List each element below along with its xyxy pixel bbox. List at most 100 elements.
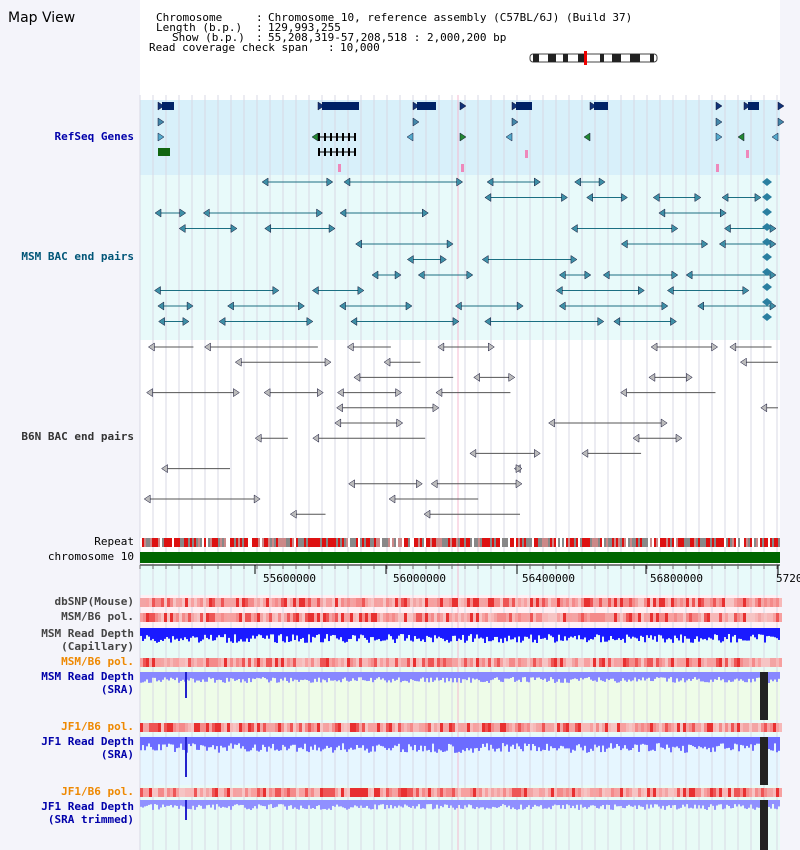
msm-b6-pol-heat-strip	[527, 658, 530, 667]
jf1-b6-pol-heat-strip	[248, 723, 251, 732]
msm-sra-depth-bar	[198, 672, 200, 681]
jf1-b6-pol-heat-strip	[329, 788, 332, 797]
track-label-refseq-genes[interactable]: RefSeq Genes	[54, 130, 134, 143]
msm-sra-depth-bar	[448, 672, 450, 682]
msm-b6-pol-heat-strip	[524, 658, 527, 667]
msm-capillary-depth-bar	[744, 628, 746, 641]
track-label-msm-depth-capillary[interactable]: MSM Read Depth	[41, 627, 134, 640]
jf1-trim-depth-bar	[580, 800, 582, 805]
msm-capillary-depth-bar	[158, 628, 160, 642]
repeat-segment	[344, 538, 346, 547]
jf1-sra-depth-bar	[246, 737, 248, 752]
jf1-trim-depth-bar	[532, 800, 534, 807]
track-label-msm-b6-pol-1[interactable]: MSM/B6 pol.	[61, 610, 134, 623]
track-label-jf1-b6-pol-2[interactable]: JF1/B6 pol.	[61, 785, 134, 798]
jf1-trim-depth-bar	[340, 800, 342, 807]
jf1-trim-depth-bar	[708, 800, 710, 808]
track-label-msm-depth-sra-sub: (SRA)	[100, 683, 134, 696]
track-label-msm-bac[interactable]: MSM BAC end pairs	[21, 250, 134, 263]
ideogram-band	[600, 54, 604, 62]
repeat-segment	[234, 538, 236, 547]
dbsnp-heat-strip	[398, 598, 401, 607]
repeat-segment	[640, 538, 642, 547]
jf1-sra-depth-bar	[646, 737, 648, 745]
ideogram-band	[612, 54, 621, 62]
dbsnp-heat-strip	[422, 598, 425, 607]
jf1-sra-depth-bar	[388, 737, 390, 749]
jf1-sra-depth-bar	[154, 737, 156, 751]
msm-b6-pol-heat-strip	[683, 658, 686, 667]
track-label-jf1-depth-trim[interactable]: JF1 Read Depth	[41, 800, 134, 813]
msm-b6-pol-heat-strip	[545, 658, 548, 667]
msm-sra-depth-bar	[574, 672, 576, 679]
track-label-dbsnp[interactable]: dbSNP(Mouse)	[54, 595, 134, 608]
dbsnp-heat-strip	[338, 598, 341, 607]
msm-sra-depth-bar	[640, 672, 642, 681]
msm-b6-pol-heat-strip	[269, 613, 272, 622]
repeat-segment	[212, 538, 214, 547]
jf1-b6-pol-heat-strip	[656, 788, 659, 797]
msm-capillary-depth-bar	[336, 628, 338, 639]
msm-sra-depth-bar	[484, 672, 486, 682]
msm-capillary-depth-bar	[370, 628, 372, 638]
repeat-segment	[654, 538, 656, 547]
jf1-b6-pol-heat-strip	[581, 723, 584, 732]
dbsnp-heat-strip	[350, 598, 353, 607]
jf1-b6-pol-heat-strip	[578, 723, 581, 732]
msm-b6-pol-heat-strip	[305, 613, 308, 622]
dbsnp-heat-strip	[254, 598, 257, 607]
repeat-segment	[216, 538, 218, 547]
dbsnp-heat-strip	[143, 598, 146, 607]
msm-capillary-depth-bar	[664, 628, 666, 643]
jf1-b6-pol-heat-strip	[161, 723, 164, 732]
msm-capillary-depth-bar	[318, 628, 320, 635]
repeat-segment	[142, 538, 144, 547]
msm-capillary-depth-bar	[436, 628, 438, 639]
refseq-exon	[336, 148, 338, 156]
track-label-msm-depth-sra[interactable]: MSM Read Depth	[41, 670, 134, 683]
dbsnp-heat-strip	[497, 598, 500, 607]
jf1-sra-depth-bar	[746, 737, 748, 746]
repeat-segment	[208, 538, 210, 547]
msm-sra-depth-bar	[324, 672, 326, 681]
jf1-b6-pol-heat-strip	[647, 723, 650, 732]
track-label-jf1-b6-pol-1[interactable]: JF1/B6 pol.	[61, 720, 134, 733]
track-label-b6n-bac[interactable]: B6N BAC end pairs	[21, 430, 134, 443]
repeat-segment	[284, 538, 286, 547]
repeat-segment	[238, 538, 240, 547]
repeat-segment	[360, 538, 362, 547]
msm-sra-depth-bar	[402, 672, 404, 682]
repeat-segment	[300, 538, 302, 547]
msm-capillary-depth-bar	[528, 628, 530, 639]
depth-gap-block	[760, 800, 768, 850]
msm-b6-pol-heat-strip	[740, 658, 743, 667]
jf1-trim-depth-bar	[262, 800, 264, 806]
jf1-b6-pol-heat-strip	[326, 723, 329, 732]
jf1-b6-pol-heat-strip	[224, 788, 227, 797]
track-label-repeat[interactable]: Repeat	[94, 535, 134, 548]
track-label-jf1-depth-sra[interactable]: JF1 Read Depth	[41, 735, 134, 748]
msm-bac-end-arrow	[694, 193, 702, 202]
jf1-sra-depth-bar	[142, 737, 144, 746]
jf1-b6-pol-heat-strip	[566, 788, 569, 797]
jf1-trim-depth-bar	[460, 800, 462, 809]
msm-sra-depth-bar	[372, 672, 374, 683]
repeat-segment	[652, 538, 654, 547]
msm-b6-pol-heat-strip	[305, 658, 308, 667]
jf1-sra-depth-bar	[754, 737, 756, 746]
jf1-trim-depth-bar	[448, 800, 450, 809]
track-label-msm-b6-pol-2[interactable]: MSM/B6 pol.	[61, 655, 134, 668]
jf1-b6-pol-heat-strip	[329, 723, 332, 732]
b6n-bac-end-arrow	[334, 418, 342, 428]
jf1-b6-pol-heat-strip	[362, 788, 365, 797]
jf1-b6-pol-heat-strip	[407, 723, 410, 732]
track-label-chromosome[interactable]: chromosome 10	[47, 550, 134, 563]
msm-bac-end-arrow	[762, 193, 772, 201]
msm-sra-depth-bar	[244, 672, 246, 682]
repeat-segment	[572, 538, 574, 547]
jf1-trim-depth-bar	[176, 800, 178, 806]
dbsnp-heat-strip	[230, 598, 233, 607]
repeat-segment	[490, 538, 492, 547]
jf1-sra-depth-bar	[676, 737, 678, 747]
jf1-trim-depth-bar	[678, 800, 680, 809]
